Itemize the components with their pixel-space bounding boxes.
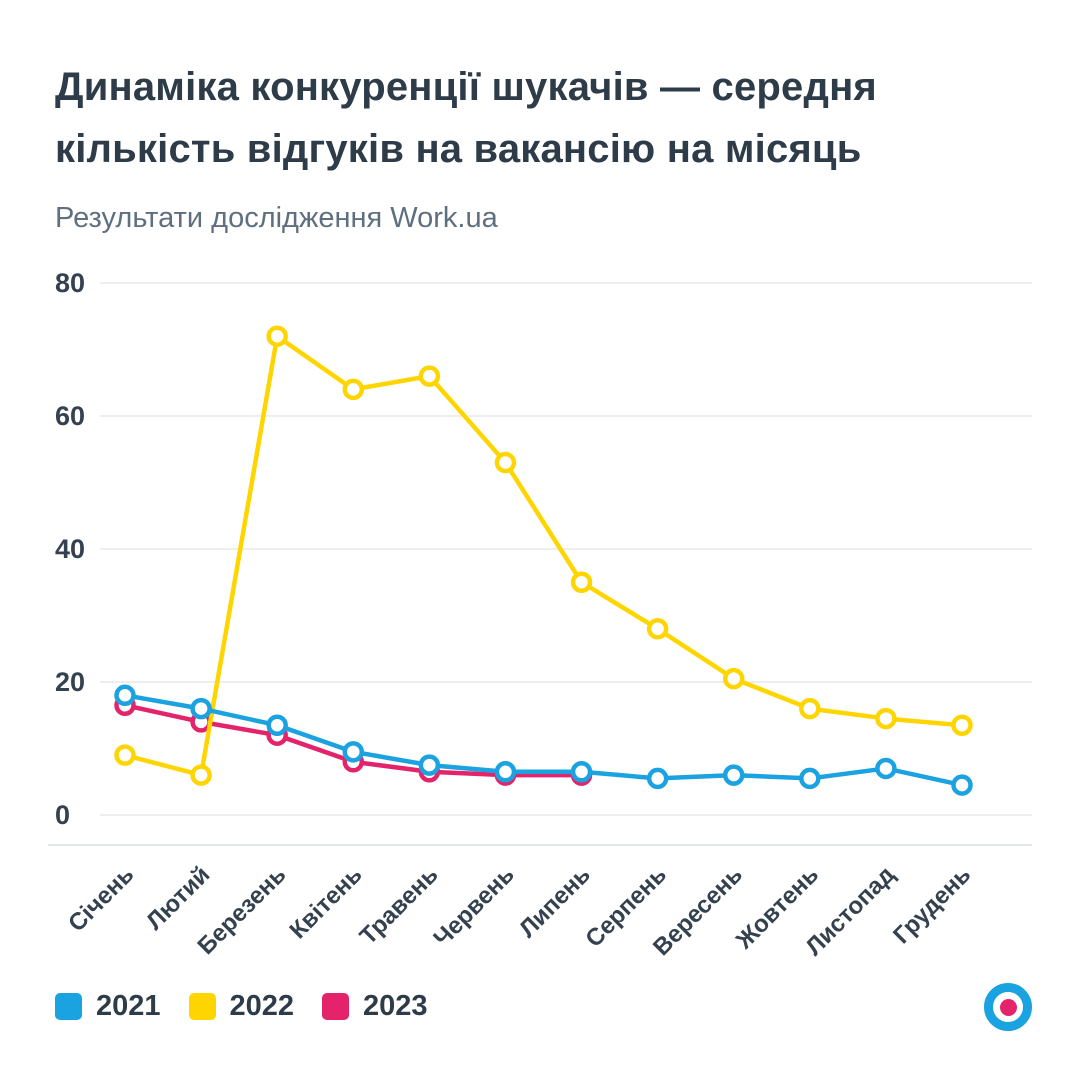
data-point-2021 xyxy=(114,684,136,707)
legend-label-2022: 2022 xyxy=(229,990,295,1022)
data-point-2022 xyxy=(951,714,973,736)
data-point-2021 xyxy=(722,764,745,786)
work-ua-logo-icon xyxy=(984,983,1032,1031)
data-point-2021 xyxy=(342,741,365,763)
legend-swatch-2021 xyxy=(55,993,82,1020)
legend-label-2023: 2023 xyxy=(363,990,428,1022)
y-axis-tick-label: 0 xyxy=(55,800,70,830)
legend-item-2021: 2021 xyxy=(55,990,161,1023)
legend-swatch-2023 xyxy=(322,993,350,1020)
x-axis-month-label: Травень xyxy=(355,861,444,950)
y-axis-tick-label: 60 xyxy=(55,401,85,431)
chart-legend: 2021 2022 2023 xyxy=(55,990,428,1023)
x-axis-month-label: Лютий xyxy=(141,861,215,935)
data-point-2021 xyxy=(646,767,669,790)
legend-swatch-2022 xyxy=(188,993,216,1020)
data-point-2021 xyxy=(951,774,973,796)
data-point-2022 xyxy=(722,667,745,690)
legend-label-2021: 2021 xyxy=(96,990,161,1022)
page-title-line1: Динаміка конкуренції шукачів — середня xyxy=(55,65,877,109)
data-point-2022 xyxy=(494,451,517,474)
data-point-2022 xyxy=(418,365,441,387)
series-line-2022 xyxy=(122,333,965,778)
data-point-2021 xyxy=(875,757,897,780)
x-axis-month-label: Червень xyxy=(429,861,520,952)
page-title: Динаміка конкуренції шукачів — середня кі… xyxy=(55,56,1015,180)
data-point-2022 xyxy=(570,571,593,593)
data-point-2022 xyxy=(190,764,212,786)
data-point-2022 xyxy=(266,325,288,347)
page-title-line2: кількість відгуків на вакансію на місяць xyxy=(55,127,862,171)
data-point-2021 xyxy=(570,761,593,783)
data-point-2021 xyxy=(799,767,821,790)
data-point-2021 xyxy=(266,714,288,736)
y-axis-tick-label: 40 xyxy=(55,534,85,564)
data-point-2022 xyxy=(114,744,136,766)
x-axis-month-label: Грудень xyxy=(888,861,976,949)
header: Динаміка конкуренції шукачів — середня кі… xyxy=(55,56,1015,235)
data-point-2021 xyxy=(494,761,517,783)
legend-item-2023: 2023 xyxy=(322,990,428,1023)
y-axis-tick-label: 20 xyxy=(55,667,85,697)
data-point-2022 xyxy=(646,618,669,640)
work-ua-logo-center-dot xyxy=(999,998,1017,1016)
x-axis-month-label: Січень xyxy=(63,861,139,937)
data-point-2021 xyxy=(190,697,212,720)
data-point-2022 xyxy=(799,697,821,720)
data-point-2022 xyxy=(342,378,365,401)
data-point-2021 xyxy=(418,754,441,776)
legend-item-2022: 2022 xyxy=(188,990,295,1023)
series-line-2021 xyxy=(122,693,965,788)
subtitle: Результати дослідження Work.ua xyxy=(55,202,498,234)
data-point-2022 xyxy=(875,707,897,730)
y-axis-tick-label: 80 xyxy=(55,268,85,298)
